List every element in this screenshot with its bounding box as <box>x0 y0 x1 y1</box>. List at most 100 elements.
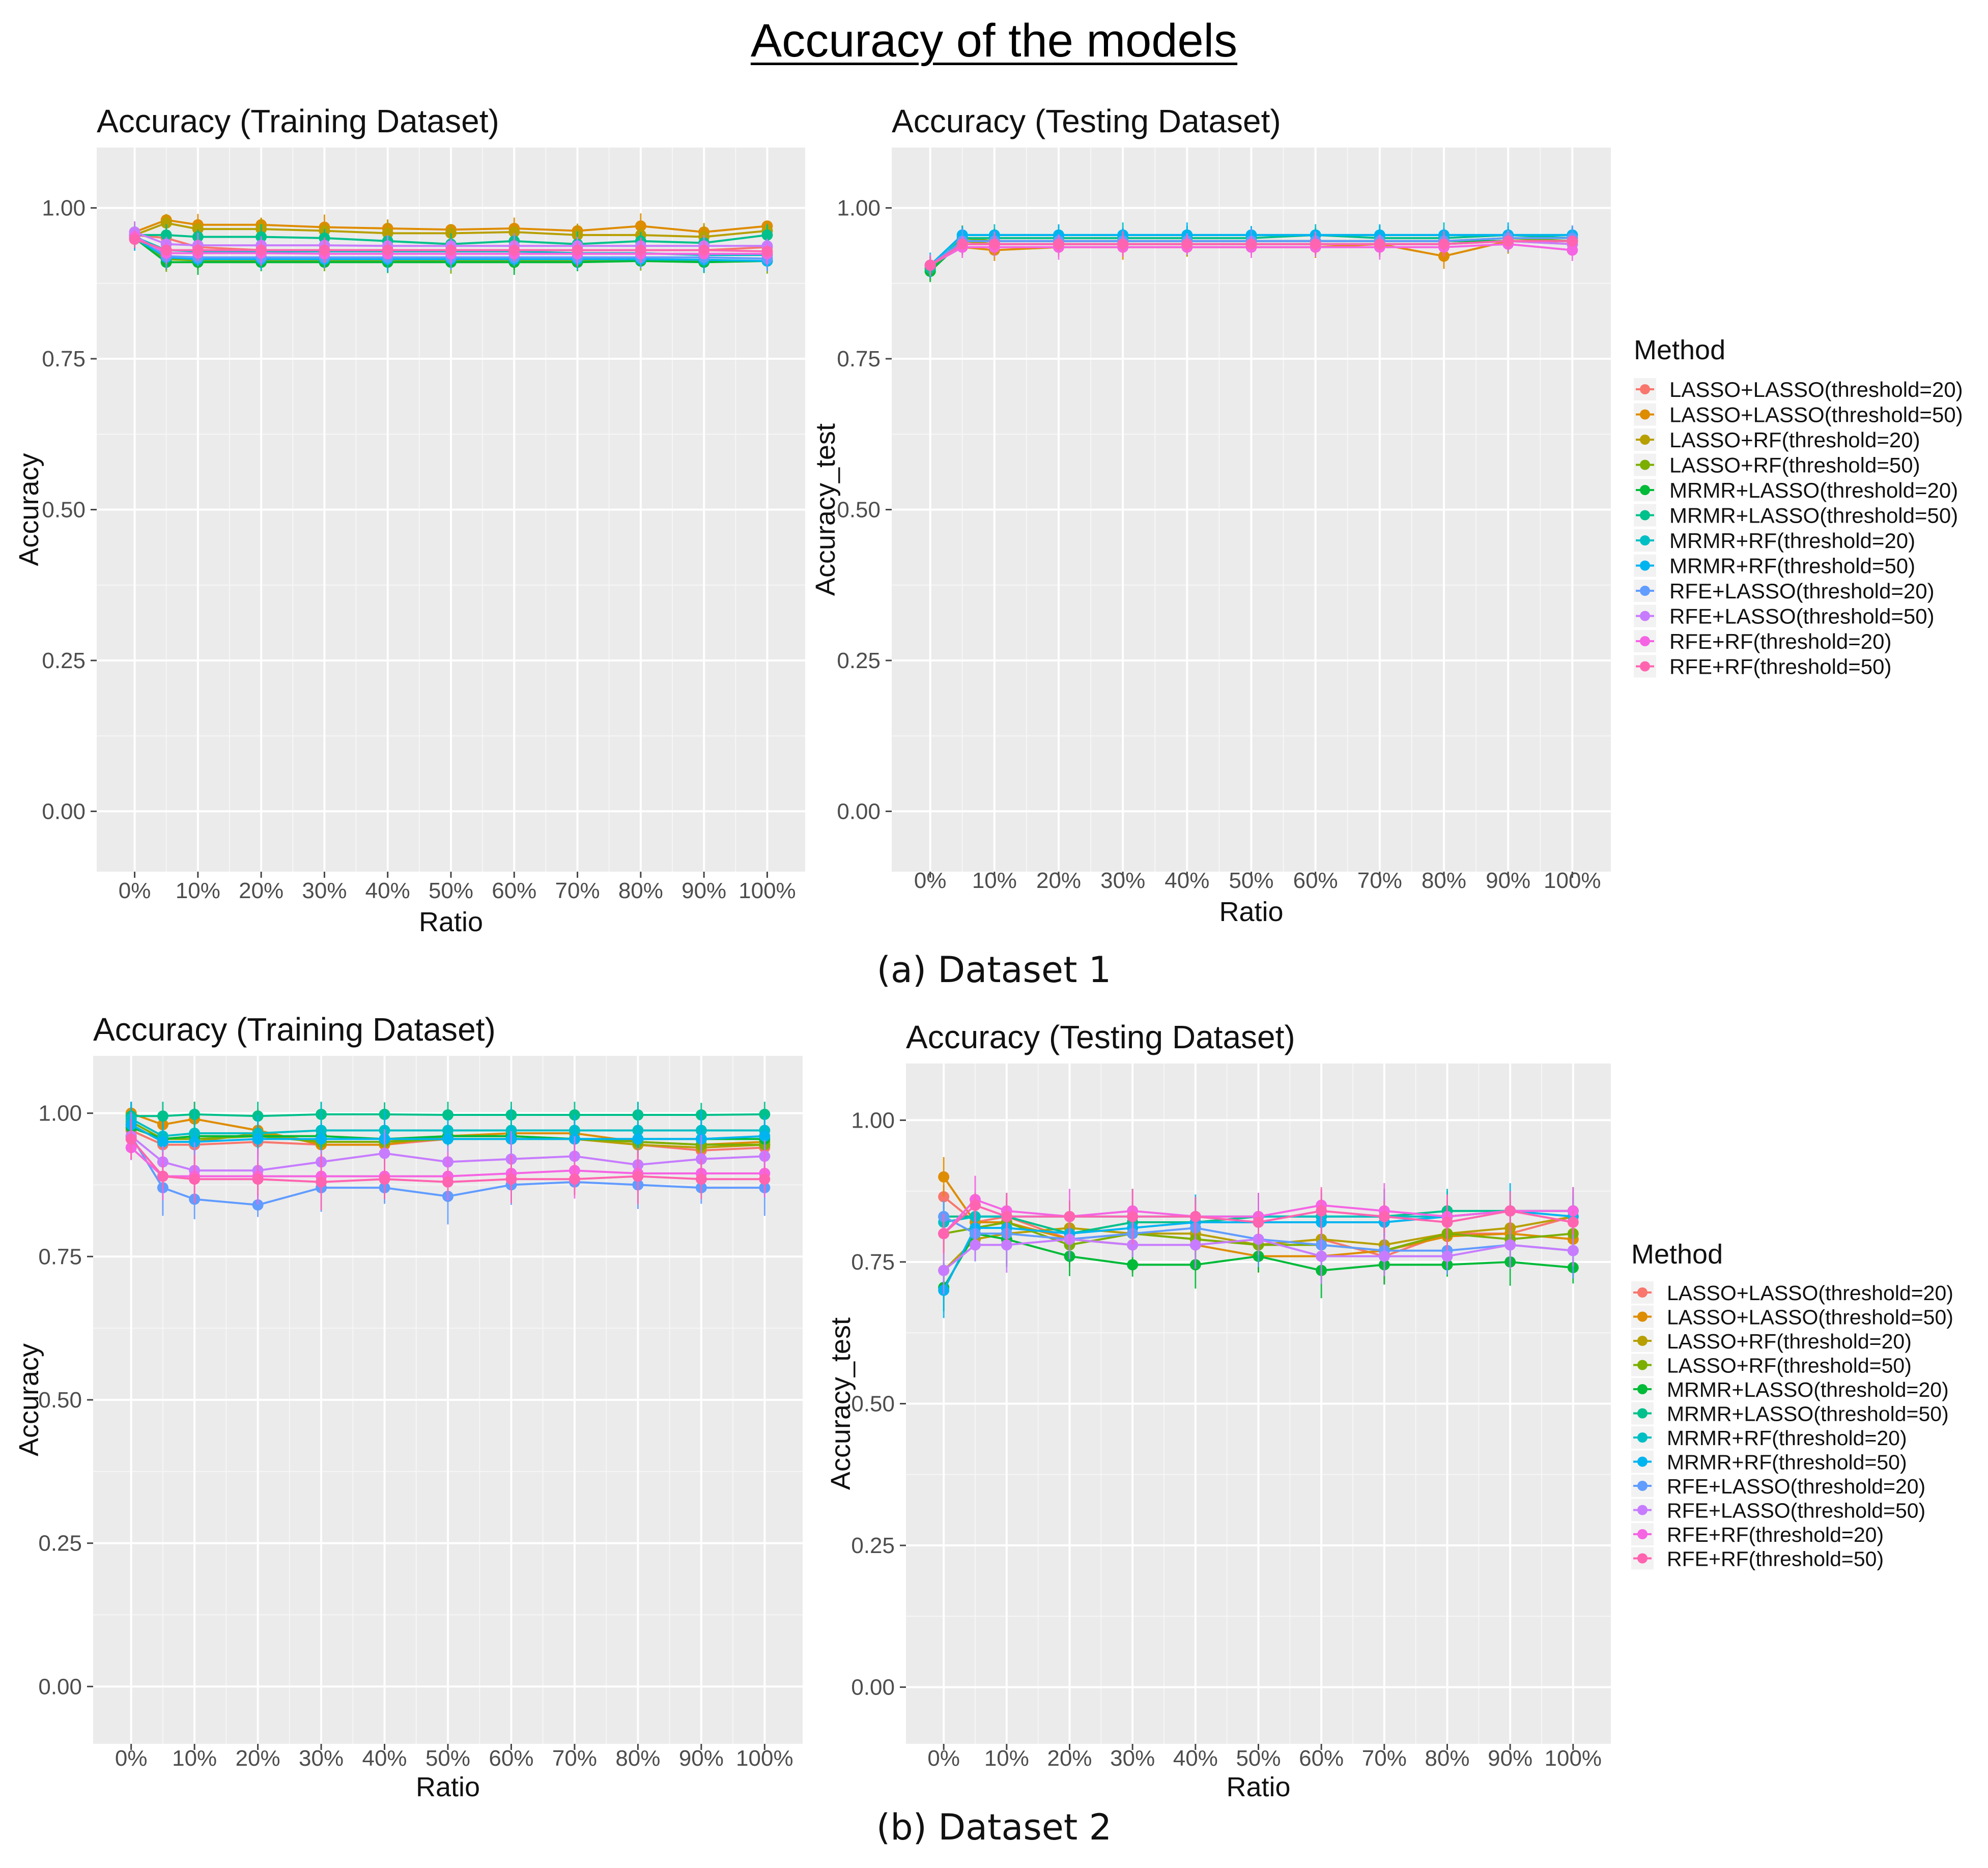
d1-test-data-point <box>1567 235 1578 247</box>
d2-legend-item: MRMR+RF(threshold=50) <box>1631 1450 1907 1474</box>
d1-legend-item: LASSO+RF(threshold=50) <box>1634 453 1920 477</box>
d2-legend-item: RFE+LASSO(threshold=50) <box>1631 1499 1925 1522</box>
d1-test-data-point <box>1374 238 1385 250</box>
d1-legend-label: MRMR+LASSO(threshold=50) <box>1669 504 1958 528</box>
d1-legend-title: Method <box>1634 335 1725 365</box>
d2-test-data-point <box>1127 1239 1139 1251</box>
d2-test-data-point <box>1316 1205 1327 1217</box>
d2-train-tick-label-x: 100% <box>736 1746 793 1771</box>
d2-legend-key-point <box>1637 1311 1648 1322</box>
d2-legend-label: RFE+RF(threshold=50) <box>1667 1547 1884 1571</box>
d2-train-data-point <box>759 1108 771 1120</box>
d2-legend-item: MRMR+LASSO(threshold=20) <box>1631 1378 1949 1401</box>
d1-train-tick-label-y: 0.25 <box>42 648 86 673</box>
d2-legend-label: RFE+RF(threshold=20) <box>1667 1523 1884 1546</box>
d2-test-tick-label-x: 90% <box>1488 1746 1532 1771</box>
d2-train-data-point <box>759 1130 771 1142</box>
d2-train-data-point <box>252 1199 264 1211</box>
d2-train-data-point <box>189 1136 201 1147</box>
d1-train-data-point <box>508 226 520 238</box>
d2-train-data-point <box>157 1136 168 1147</box>
d1-train-data-point <box>160 229 172 241</box>
d1-legend-label: RFE+RF(threshold=50) <box>1669 655 1892 679</box>
d1-test-tick-label-x: 80% <box>1422 868 1466 893</box>
d1-train-data-point <box>508 244 520 256</box>
d2-train-tick-label-x: 20% <box>236 1746 280 1771</box>
d1-test-tick-label-x: 60% <box>1293 868 1338 893</box>
d1-train-data-point <box>319 244 330 256</box>
caption-dataset-2: (b) Dataset 2 <box>876 1806 1112 1848</box>
d1-legend-label: LASSO+LASSO(threshold=20) <box>1669 378 1963 401</box>
d2-legend-key-point <box>1637 1456 1648 1467</box>
d2-test-chart-title: Accuracy (Testing Dataset) <box>906 1019 1295 1055</box>
d1-train-data-point <box>129 234 140 245</box>
d1-train-data-point <box>382 244 393 256</box>
d2-train-data-point <box>252 1173 264 1185</box>
d2-legend-label: LASSO+LASSO(threshold=20) <box>1667 1281 1953 1305</box>
d1-legend-item: MRMR+RF(threshold=50) <box>1634 554 1915 578</box>
d1-test-tick-label-x: 70% <box>1357 868 1402 893</box>
d1-test-data-point <box>1502 235 1514 247</box>
d2-train-data-point <box>442 1133 453 1145</box>
d1-legend-key-point <box>1640 586 1650 596</box>
d2-legend-label: RFE+LASSO(threshold=20) <box>1667 1475 1925 1498</box>
d2-legend-label: MRMR+LASSO(threshold=20) <box>1667 1378 1949 1401</box>
d1-test-data-point <box>924 260 936 271</box>
d1-train-data-point <box>160 244 172 256</box>
d2-legend-key-point <box>1637 1529 1648 1539</box>
d2-train-y-axis-label: Accuracy <box>14 1343 44 1456</box>
d1-legend-label: RFE+LASSO(threshold=50) <box>1669 605 1935 628</box>
d1-test-data-point <box>1310 238 1321 250</box>
d1-test-data-point <box>988 238 1000 250</box>
d1-train-data-point <box>255 244 267 256</box>
d1-train-tick-label-y: 0.50 <box>42 498 86 523</box>
d2-train-data-point <box>695 1173 707 1185</box>
d2-legend-key-point <box>1637 1336 1648 1346</box>
d2-train-series-12 <box>125 1118 771 1211</box>
d1-legend-label: LASSO+RF(threshold=20) <box>1669 428 1920 452</box>
d2-test-data-point <box>1064 1211 1075 1222</box>
d2-test-data-point <box>1441 1216 1453 1228</box>
d2-legend-item: RFE+LASSO(threshold=20) <box>1631 1475 1925 1498</box>
d2-legend-key-point <box>1637 1553 1648 1564</box>
d2-train-data-point <box>252 1133 264 1145</box>
d2-test-series-10 <box>938 1217 1579 1295</box>
d1-train-tick-label-x: 40% <box>365 878 410 903</box>
d1-test-tick-label-x: 30% <box>1100 868 1145 893</box>
d2-legend-item: LASSO+LASSO(threshold=20) <box>1631 1281 1953 1305</box>
d2-legend-key-point <box>1637 1360 1648 1370</box>
d2-legend-item: RFE+RF(threshold=50) <box>1631 1547 1884 1571</box>
d1-train-panel: 0% 10% 20% 30% 40% 50% 60% 70% 80% 90% 100% 0.00 0.2… <box>14 103 805 937</box>
d2-train-tick-label-x: 0% <box>115 1746 148 1771</box>
d2-train-tick-label-x: 90% <box>679 1746 724 1771</box>
d2-train-tick-label-y: 0.50 <box>38 1388 82 1413</box>
d1-train-data-point <box>192 223 204 235</box>
d1-train-y-axis-label: Accuracy <box>14 453 44 566</box>
d2-test-data-point <box>938 1171 950 1183</box>
d2-legend-key-point <box>1637 1287 1648 1298</box>
d2-test-data-point <box>1316 1250 1327 1262</box>
d2-legend-label: MRMR+RF(threshold=50) <box>1667 1451 1907 1474</box>
d2-legend-item: RFE+RF(threshold=20) <box>1631 1523 1884 1546</box>
d1-legend-key-point <box>1640 384 1650 394</box>
d1-legend-key-point <box>1640 611 1650 621</box>
d1-train-tick-label-y: 0.00 <box>42 799 86 824</box>
d2-test-tick-label-y: 0.25 <box>851 1533 895 1558</box>
d2-test-data-point <box>1378 1250 1390 1262</box>
d1-test-tick-label-x: 90% <box>1486 868 1530 893</box>
d2-test-tick-label-x: 60% <box>1299 1746 1344 1771</box>
d2-legend-label: LASSO+LASSO(threshold=50) <box>1667 1306 1953 1329</box>
d1-legend-item: RFE+LASSO(threshold=20) <box>1634 579 1935 603</box>
d1-test-tick-label-x: 100% <box>1544 868 1601 893</box>
d2-legend-label: RFE+LASSO(threshold=50) <box>1667 1499 1925 1522</box>
d2-train-tick-label-x: 50% <box>425 1746 470 1771</box>
d1-train-data-point <box>445 244 457 256</box>
d2-test-x-axis-label: Ratio <box>1226 1772 1290 1802</box>
d2-test-tick-label-y: 0.75 <box>851 1250 895 1275</box>
d2-legend-key-point <box>1637 1505 1648 1515</box>
d2-test-series-12 <box>938 1187 1579 1254</box>
d2-train-data-point <box>189 1173 201 1185</box>
d2-legend-item: LASSO+LASSO(threshold=50) <box>1631 1305 1953 1329</box>
